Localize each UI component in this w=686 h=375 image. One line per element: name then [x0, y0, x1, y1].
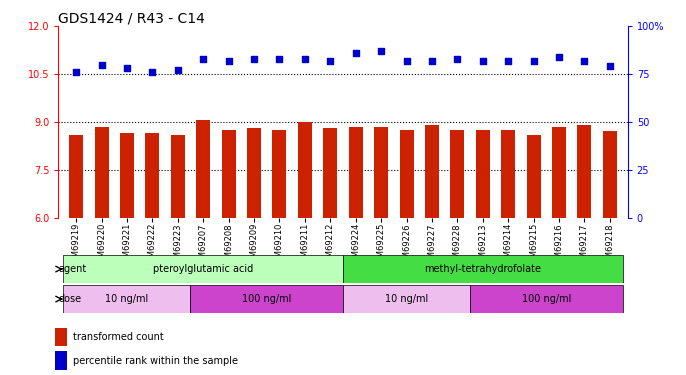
- Bar: [298, 122, 312, 218]
- Point: [223, 58, 234, 64]
- Point: [299, 56, 310, 62]
- Bar: [578, 125, 591, 218]
- Point: [172, 67, 183, 73]
- Point: [452, 56, 463, 62]
- Text: 10 ng/ml: 10 ng/ml: [385, 294, 428, 304]
- Point: [71, 69, 82, 75]
- Point: [248, 56, 259, 62]
- Text: pteroylglutamic acid: pteroylglutamic acid: [153, 264, 253, 274]
- Bar: [63, 285, 191, 313]
- Bar: [222, 130, 235, 218]
- Point: [376, 48, 387, 54]
- Point: [477, 58, 488, 64]
- Point: [528, 58, 539, 64]
- Point: [121, 65, 132, 71]
- Bar: [63, 255, 343, 283]
- Text: 100 ng/ml: 100 ng/ml: [242, 294, 292, 304]
- Bar: [323, 128, 338, 218]
- Point: [604, 63, 615, 69]
- Bar: [425, 125, 439, 218]
- Bar: [55, 351, 67, 370]
- Bar: [552, 127, 566, 218]
- Point: [401, 58, 412, 64]
- Bar: [501, 130, 515, 218]
- Point: [274, 56, 285, 62]
- Text: 100 ng/ml: 100 ng/ml: [521, 294, 571, 304]
- Text: GDS1424 / R43 - C14: GDS1424 / R43 - C14: [58, 11, 205, 25]
- Bar: [374, 127, 388, 218]
- Bar: [451, 130, 464, 218]
- Bar: [55, 328, 67, 346]
- Bar: [476, 130, 490, 218]
- Point: [147, 69, 158, 75]
- Text: agent: agent: [59, 264, 87, 274]
- Bar: [171, 135, 185, 218]
- Text: transformed count: transformed count: [73, 332, 164, 342]
- Bar: [343, 255, 623, 283]
- Bar: [69, 135, 83, 218]
- Bar: [196, 120, 210, 218]
- Text: methyl-tetrahydrofolate: methyl-tetrahydrofolate: [425, 264, 541, 274]
- Bar: [470, 285, 623, 313]
- Text: dose: dose: [59, 294, 82, 304]
- Bar: [343, 285, 470, 313]
- Bar: [145, 133, 159, 218]
- Text: 10 ng/ml: 10 ng/ml: [106, 294, 149, 304]
- Text: percentile rank within the sample: percentile rank within the sample: [73, 356, 239, 366]
- Bar: [348, 127, 363, 218]
- Bar: [272, 130, 287, 218]
- Point: [503, 58, 514, 64]
- Bar: [603, 132, 617, 218]
- Bar: [247, 128, 261, 217]
- Bar: [120, 133, 134, 218]
- Point: [427, 58, 438, 64]
- Bar: [399, 130, 414, 218]
- Point: [579, 58, 590, 64]
- Point: [351, 50, 362, 56]
- Point: [554, 54, 565, 60]
- Bar: [527, 135, 541, 218]
- Bar: [191, 285, 343, 313]
- Point: [96, 62, 107, 68]
- Point: [324, 58, 335, 64]
- Point: [198, 56, 209, 62]
- Bar: [95, 127, 108, 218]
